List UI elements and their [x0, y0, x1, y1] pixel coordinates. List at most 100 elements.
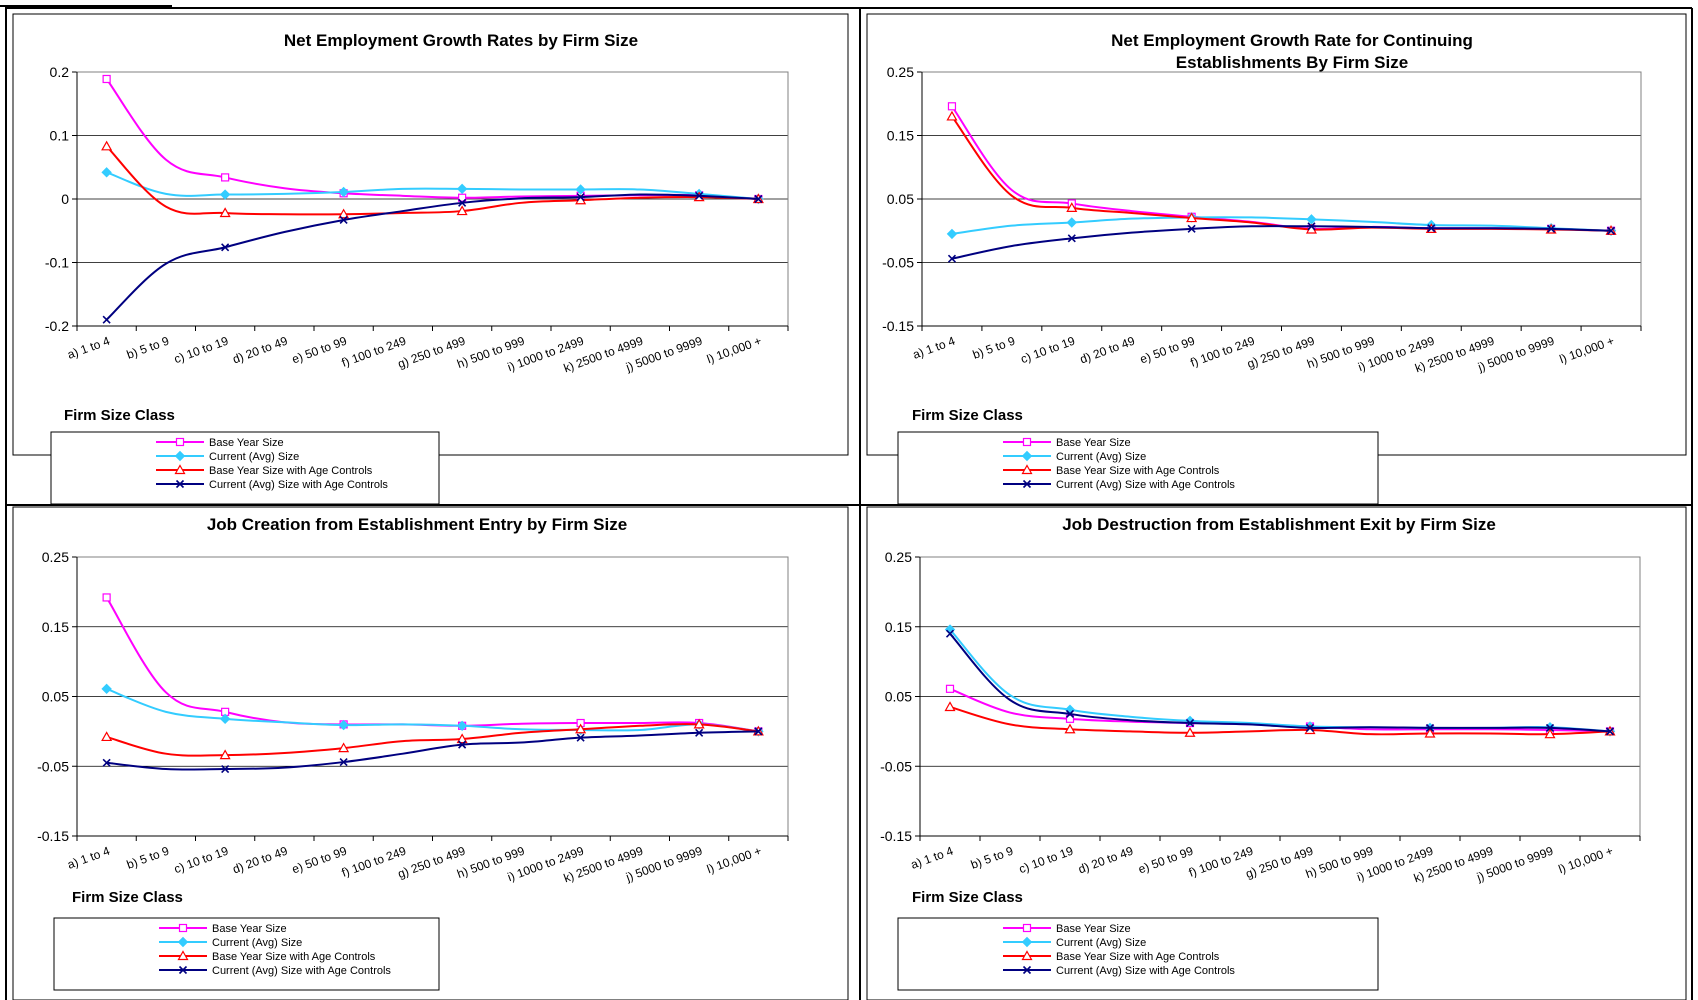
- chart-panel-1: Net Employment Growth Rates by Firm Size…: [12, 13, 849, 505]
- chart-title: Job Destruction from Establishment Exit …: [1062, 515, 1496, 534]
- legend-label: Current (Avg) Size: [1056, 451, 1146, 463]
- data-point: [338, 742, 350, 753]
- series-line-base-year-size-with-age-controls: [105, 145, 759, 216]
- data-point: [945, 629, 955, 638]
- data-point: [101, 167, 112, 178]
- data-point: [1427, 224, 1436, 233]
- series-current-avg-size-with-age-controls: [102, 727, 763, 774]
- data-point: [1066, 217, 1077, 228]
- series-line-current-avg-size-with-age-controls: [106, 730, 759, 771]
- legend-marker: [1021, 950, 1033, 961]
- series-current-avg-size-with-age-controls: [102, 191, 763, 324]
- data-point: [1547, 224, 1556, 233]
- data-point: [1424, 727, 1436, 738]
- legend-label: Current (Avg) Size with Age Controls: [1056, 479, 1235, 491]
- data-point: [946, 110, 958, 121]
- legend-box: [50, 431, 440, 505]
- data-point: [102, 74, 111, 84]
- y-tick-label: 0.15: [885, 619, 912, 635]
- data-point: [1605, 727, 1615, 736]
- x-axis-label: Firm Size Class: [64, 407, 175, 424]
- data-point: [1067, 234, 1076, 243]
- legend-marker: [1021, 464, 1033, 475]
- y-tick-label: -0.1: [45, 255, 69, 271]
- legend: Base Year Size Current (Avg) Size Base Yea…: [897, 917, 1379, 991]
- legend: Base Year Size Current (Avg) Size Base Yea…: [897, 431, 1379, 505]
- y-tick-label: -0.05: [882, 255, 914, 271]
- series-line-current-avg-size-with-age-controls: [949, 633, 1611, 733]
- legend-label: Base Year Size with Age Controls: [209, 465, 373, 477]
- legend-label: Base Year Size with Age Controls: [1056, 951, 1220, 963]
- legend-marker: [174, 464, 186, 475]
- data-point: [1544, 728, 1556, 739]
- y-tick-label: 0.1: [50, 128, 70, 144]
- chart-title: Net Employment Growth Rate for Continuin…: [1111, 31, 1473, 50]
- legend-label: Base Year Size: [1056, 923, 1131, 935]
- x-axis-label: Firm Size Class: [912, 889, 1023, 906]
- y-tick-label: -0.15: [37, 828, 69, 844]
- data-point: [695, 728, 704, 737]
- data-point: [1184, 727, 1196, 737]
- data-point: [338, 186, 349, 198]
- y-tick-label: -0.05: [37, 758, 69, 774]
- page-frame: [0, 5, 1693, 1000]
- data-point: [693, 718, 705, 729]
- legend-label: Base Year Size: [209, 437, 284, 449]
- legend-label: Current (Avg) Size with Age Controls: [212, 965, 391, 977]
- legend-marker: [1022, 965, 1032, 975]
- y-tick-label: 0: [61, 191, 69, 207]
- chart-panel-4: Job Destruction from Establishment Exit …: [866, 506, 1687, 1000]
- data-point: [575, 184, 586, 195]
- data-point: [458, 740, 467, 749]
- legend-box: [897, 431, 1379, 505]
- y-tick-label: 0.25: [887, 64, 914, 80]
- legend-box: [53, 917, 440, 991]
- data-point: [1307, 222, 1316, 231]
- legend-marker: [1022, 479, 1032, 489]
- chart-panel-3: Job Creation from Establishment Entry by…: [12, 506, 849, 1000]
- data-point: [219, 189, 231, 200]
- data-point: [1186, 212, 1198, 223]
- series-line-current-avg-size-with-age-controls: [951, 225, 1612, 260]
- data-point: [1064, 723, 1076, 734]
- data-point: [1065, 714, 1075, 723]
- series-line-current-avg-size: [951, 216, 1612, 235]
- y-tick-label: -0.15: [882, 318, 914, 334]
- data-point: [101, 731, 113, 742]
- data-point: [695, 191, 704, 200]
- legend-marker: [177, 936, 189, 948]
- legend-marker: [1022, 923, 1032, 933]
- data-point: [1305, 723, 1315, 732]
- legend-label: Current (Avg) Size with Age Controls: [209, 479, 388, 491]
- series-current-avg-size-with-age-controls: [945, 629, 1615, 736]
- legend-label: Base Year Size with Age Controls: [1056, 465, 1220, 477]
- data-point: [944, 701, 956, 712]
- data-point: [338, 208, 350, 219]
- data-point: [456, 205, 468, 216]
- legend-label: Current (Avg) Size: [212, 937, 302, 949]
- data-point: [101, 683, 112, 695]
- data-point: [456, 733, 468, 744]
- data-point: [456, 720, 468, 732]
- x-axis-label: Firm Size Class: [72, 889, 183, 906]
- data-point: [102, 593, 111, 602]
- legend-marker: [178, 965, 188, 975]
- data-point: [754, 727, 763, 736]
- data-point: [219, 749, 231, 760]
- series-line-base-year-size-with-age-controls: [949, 706, 1611, 736]
- data-point: [339, 757, 348, 767]
- legend-marker: [175, 479, 185, 489]
- legend-marker: [177, 950, 189, 961]
- legend-marker: [174, 450, 186, 462]
- y-tick-label: -0.15: [880, 828, 912, 844]
- data-point: [219, 713, 231, 725]
- data-point: [1065, 709, 1075, 719]
- data-point: [102, 315, 111, 324]
- legend-label: Base Year Size with Age Controls: [212, 951, 376, 963]
- legend-marker: [178, 923, 188, 933]
- data-point: [339, 215, 348, 225]
- data-point: [221, 173, 230, 182]
- data-point: [945, 684, 955, 693]
- chart-panel-2: Net Employment Growth Rate for Continuin…: [866, 13, 1687, 505]
